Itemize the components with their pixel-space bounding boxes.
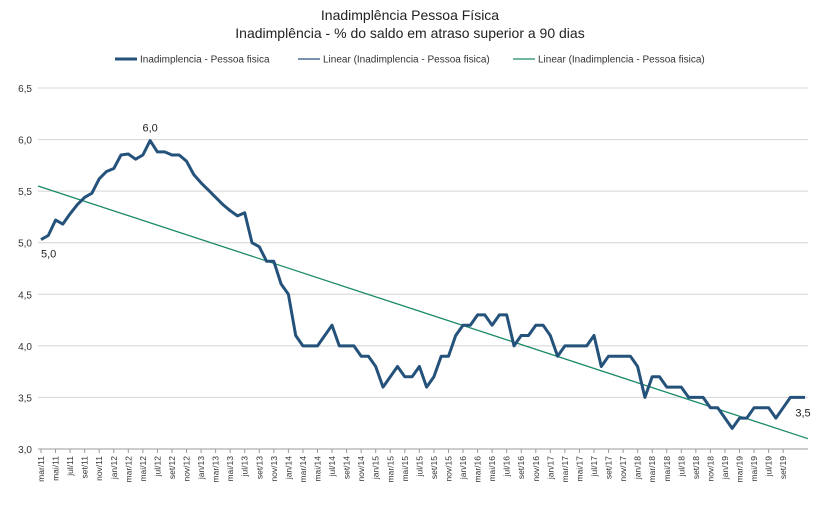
x-tick-label: mai/16 <box>487 456 497 482</box>
x-tick-label: mai/14 <box>312 456 322 482</box>
y-tick-label: 5,0 <box>18 239 32 250</box>
x-tick-label: nov/12 <box>182 456 192 482</box>
x-tick-label: nov/15 <box>443 456 453 482</box>
x-tick-label: mai/17 <box>574 456 584 482</box>
data-label: 5,0 <box>41 249 56 261</box>
x-tick-label: set/19 <box>778 456 788 479</box>
x-tick-label: jul/12 <box>152 456 162 478</box>
legend-label: Linear (Inadimplencia - Pessoa fisica) <box>323 55 490 66</box>
y-tick-label: 3,5 <box>18 393 32 404</box>
y-tick-label: 3,0 <box>18 445 32 456</box>
data-label: 6,0 <box>142 123 157 135</box>
x-tick-label: mar/17 <box>560 456 570 483</box>
x-tick-label: set/11 <box>80 456 90 479</box>
x-tick-label: mar/18 <box>647 456 657 483</box>
x-tick-label: nov/11 <box>94 456 104 481</box>
x-tick-label: jan/15 <box>371 456 381 480</box>
x-tick-label: nov/14 <box>356 456 366 482</box>
plot-area: 6,0 5,0 3,5 <box>37 123 811 440</box>
x-tick-label: jul/17 <box>589 456 599 478</box>
x-tick-label: nov/17 <box>618 456 628 482</box>
y-tick-label: 4,0 <box>18 342 32 353</box>
x-tick-label: set/16 <box>516 456 526 479</box>
x-tick-label: jul/19 <box>764 456 774 478</box>
trendline <box>37 185 809 440</box>
x-tick-label: mai/15 <box>400 456 410 482</box>
x-tick-label: mai/11 <box>51 456 61 481</box>
x-tick-label: jul/13 <box>240 456 250 478</box>
x-tick-label: set/17 <box>604 456 614 479</box>
legend-label: Inadimplencia - Pessoa fisica <box>140 55 270 66</box>
x-tick-label: set/12 <box>167 456 177 479</box>
x-tick-label: set/14 <box>342 456 352 479</box>
y-tick-label: 4,5 <box>18 290 32 301</box>
y-tick-label: 6,5 <box>18 84 32 95</box>
x-tick-label: mar/15 <box>385 456 395 483</box>
x-tick-label: set/13 <box>254 456 264 479</box>
x-tick-label: mar/12 <box>123 456 133 483</box>
x-tick-label: jul/14 <box>327 456 337 478</box>
x-tick-label: jan/19 <box>720 456 730 480</box>
x-tick-label: set/18 <box>691 456 701 479</box>
x-tick-label: nov/18 <box>705 456 715 482</box>
grid <box>38 87 808 450</box>
x-tick-label: jul/18 <box>676 456 686 478</box>
x-tick-label: mar/19 <box>735 456 745 483</box>
x-tick-label: mai/19 <box>749 456 759 482</box>
chart-subtitle: Inadimplência - % do saldo em atraso sup… <box>235 25 584 41</box>
x-tick-label: mai/18 <box>662 456 672 482</box>
x-tick-label: nov/13 <box>269 456 279 482</box>
x-tick-label: jan/12 <box>109 456 119 480</box>
x-tick-label: mai/12 <box>138 456 148 482</box>
x-tick-label: jul/11 <box>65 456 75 477</box>
x-tick-label: jan/16 <box>458 456 468 480</box>
y-axis: 3,0 3,5 4,0 4,5 5,0 5,5 6,0 6,5 <box>18 84 32 456</box>
data-label: 3,5 <box>795 407 810 419</box>
x-axis: mar/11 mai/11 jul/11 set/11 nov/11 jan/12 mar/… <box>36 449 788 482</box>
x-tick-label: nov/16 <box>531 456 541 482</box>
x-tick-label: jan/17 <box>545 456 555 480</box>
x-tick-label: jan/13 <box>196 456 206 480</box>
series-line-inadimplencia <box>40 139 805 430</box>
x-tick-label: jan/14 <box>283 456 293 480</box>
x-tick-label: mar/13 <box>211 456 221 483</box>
legend-label: Linear (Inadimplencia - Pessoa fisica) <box>538 55 705 66</box>
x-tick-label: jan/18 <box>633 456 643 480</box>
y-tick-label: 6,0 <box>18 136 32 147</box>
x-tick-label: mar/16 <box>473 456 483 483</box>
x-tick-label: jul/15 <box>414 456 424 478</box>
chart-title: Inadimplência Pessoa Física <box>321 7 499 23</box>
x-tick-label: jul/16 <box>502 456 512 478</box>
x-tick-label: mai/13 <box>225 456 235 482</box>
x-tick-label: mar/11 <box>36 456 46 482</box>
y-tick-label: 5,5 <box>18 187 32 198</box>
legend: Inadimplencia - Pessoa fisica Linear (Ina… <box>115 55 705 66</box>
x-tick-label: mar/14 <box>298 456 308 483</box>
x-tick-label: set/15 <box>429 456 439 479</box>
